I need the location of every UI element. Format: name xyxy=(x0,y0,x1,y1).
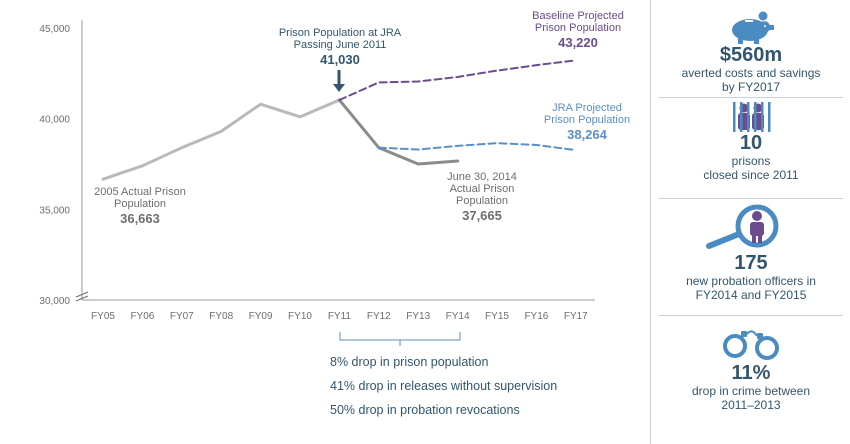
jra-impacts-list: 8% drop in prison population 41% drop in… xyxy=(330,350,650,422)
axis-break-icon xyxy=(75,291,89,302)
x-tick-label: FY08 xyxy=(209,311,233,322)
annotation-baseline-label-2: Prison Population xyxy=(535,22,621,34)
stat-officers: 175 new probation officers in FY2014 and… xyxy=(651,204,850,302)
sidebar-divider xyxy=(659,198,843,199)
x-tick-label: FY10 xyxy=(288,311,312,322)
x-tick-label: FY13 xyxy=(406,311,430,322)
stat-officers-desc-2: FY2014 and FY2015 xyxy=(695,288,807,302)
x-tick-label: FY16 xyxy=(524,311,548,322)
annotation-actual-2014-label-3: Population xyxy=(456,195,508,207)
annotation-jra: Prison Population at JRA Passing June 20… xyxy=(279,27,402,67)
annotation-jra-projected-label-2: Prison Population xyxy=(544,114,630,126)
x-tick-label: FY05 xyxy=(91,311,115,322)
annotation-jra-label-1: Prison Population at JRA xyxy=(279,27,402,39)
stat-crime-desc-1: drop in crime between xyxy=(691,384,811,398)
stats-sidebar: $560m averted costs and savings by FY201… xyxy=(650,0,850,444)
stat-prisons: 10 prisons closed since 2011 xyxy=(651,102,850,182)
sidebar-divider xyxy=(659,315,843,316)
annotation-baseline-label-1: Baseline Projected xyxy=(532,10,624,22)
stat-savings-desc-2: by FY2017 xyxy=(721,80,781,94)
x-tick-label: FY11 xyxy=(328,311,352,322)
sidebar-divider xyxy=(659,97,843,98)
annotation-baseline-value: 43,220 xyxy=(558,35,598,50)
annotation-baseline: Baseline Projected Prison Population 43,… xyxy=(532,10,624,50)
y-tick-label: 45,000 xyxy=(39,24,70,35)
annotation-actual-2014-value: 37,665 xyxy=(462,208,502,223)
x-tick-label: FY14 xyxy=(446,311,470,322)
stat-crime-desc-2: 2011–2013 xyxy=(721,398,781,412)
annotation-start: 2005 Actual Prison Population 36,663 xyxy=(94,186,186,226)
y-tick-label: 40,000 xyxy=(39,115,70,126)
annotation-jra-projected-value: 38,264 xyxy=(567,127,608,142)
series-actual-post-jra-line xyxy=(337,98,460,166)
x-tick-label: FY09 xyxy=(249,311,273,322)
x-tick-label: FY06 xyxy=(130,311,154,322)
stat-savings: $560m averted costs and savings by FY201… xyxy=(651,10,850,94)
annotation-actual-2014-label-1: June 30, 2014 xyxy=(447,171,517,183)
prison-bars-icon xyxy=(733,102,771,132)
piggy-bank-icon xyxy=(732,10,774,44)
annotation-actual-2014: June 30, 2014 Actual Prison Population 3… xyxy=(447,171,517,223)
fy11-fy14-brace xyxy=(339,332,461,346)
impact-item: 50% drop in probation revocations xyxy=(330,403,520,417)
annotation-start-value: 36,663 xyxy=(120,211,160,226)
x-tick-label: FY12 xyxy=(367,311,391,322)
annotation-jra-projected: JRA Projected Prison Population 38,264 xyxy=(544,102,630,142)
annotation-actual-2014-label-2: Actual Prison xyxy=(450,183,515,195)
down-arrow-icon xyxy=(333,70,345,92)
stat-prisons-desc-2: closed since 2011 xyxy=(703,168,799,182)
y-tick-label: 30,000 xyxy=(39,296,70,307)
series-actual-line xyxy=(101,98,341,181)
series-jra-projected-line xyxy=(377,142,577,152)
impact-item: 41% drop in releases without supervision xyxy=(330,379,558,393)
stat-officers-value: 175 xyxy=(734,252,768,274)
x-tick-label: FY07 xyxy=(170,311,194,322)
annotation-jra-value: 41,030 xyxy=(320,52,360,67)
annotation-jra-label-2: Passing June 2011 xyxy=(294,39,387,51)
annotation-start-label-1: 2005 Actual Prison xyxy=(94,186,186,198)
x-tick-label: FY17 xyxy=(564,311,588,322)
annotation-start-label-2: Population xyxy=(114,198,166,210)
stat-prisons-value: 10 xyxy=(739,132,763,154)
annotation-jra-projected-label-1: JRA Projected xyxy=(552,102,622,114)
prison-population-chart: 30,000 35,000 40,000 45,000 FY05 FY06 FY07 FY0… xyxy=(39,10,630,346)
x-tick-label: FY15 xyxy=(485,311,509,322)
impact-item: 8% drop in prison population xyxy=(330,355,489,369)
stat-prisons-desc-1: prisons xyxy=(731,154,771,168)
stat-savings-desc-1: averted costs and savings xyxy=(681,66,821,80)
stat-crime: 11% drop in crime between 2011–2013 xyxy=(651,326,850,412)
stat-savings-value: $560m xyxy=(719,44,783,66)
y-tick-label: 35,000 xyxy=(39,205,70,216)
magnifier-person-icon xyxy=(706,204,779,249)
stat-crime-value: 11% xyxy=(731,362,771,384)
series-baseline-projected-line xyxy=(338,59,577,101)
stat-officers-desc-1: new probation officers in xyxy=(686,274,816,288)
handcuffs-icon xyxy=(723,330,779,360)
